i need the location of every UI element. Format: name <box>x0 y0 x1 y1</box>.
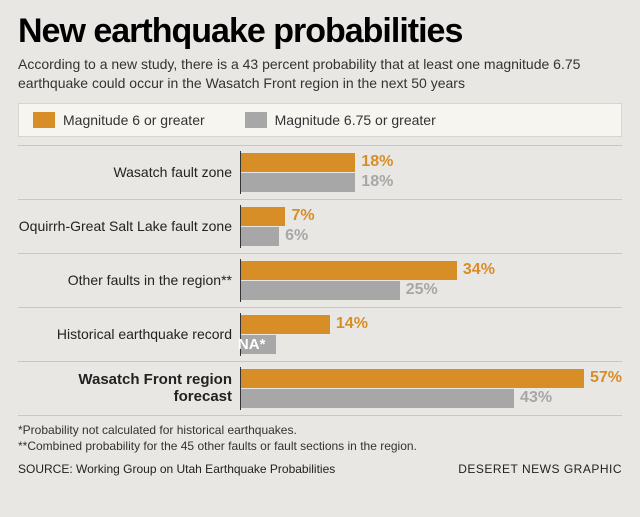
source-line: SOURCE: Working Group on Utah Earthquake… <box>18 462 622 476</box>
bar-value-label: 14% <box>336 315 368 333</box>
bar-value-label: 18% <box>361 153 393 171</box>
bar-wrap: 6% <box>241 227 622 246</box>
bar-value-label: 6% <box>285 227 308 245</box>
page-title: New earthquake probabilities <box>18 12 622 51</box>
bar-mag675 <box>241 173 355 192</box>
bar-mag675 <box>241 227 279 246</box>
row-bars: 18%18% <box>240 151 622 194</box>
bar-value-label: 7% <box>291 207 314 225</box>
chart-row: Wasatch fault zone18%18% <box>18 145 622 199</box>
row-label: Wasatch Front region forecast <box>18 371 240 405</box>
bar-wrap: 57% <box>241 369 622 388</box>
bar-mag675 <box>241 389 514 408</box>
bar-value-label: 57% <box>590 369 622 387</box>
row-bars: 34% 25% <box>240 259 622 302</box>
bar-wrap: NA* <box>241 335 622 354</box>
bar-wrap: 7% <box>241 207 622 226</box>
bar-value-label: 18% <box>361 173 393 191</box>
bar-wrap: 43% <box>241 389 622 408</box>
subtitle: According to a new study, there is a 43 … <box>18 55 622 93</box>
bar-wrap: 18% <box>241 173 622 192</box>
bar-mag6 <box>241 261 457 280</box>
legend-item-a: Magnitude 6 or greater <box>33 112 205 128</box>
legend: Magnitude 6 or greater Magnitude 6.75 or… <box>18 103 622 137</box>
row-label: Oquirrh-Great Salt Lake fault zone <box>18 218 240 234</box>
footnotes: *Probability not calculated for historic… <box>18 422 622 454</box>
legend-label-a: Magnitude 6 or greater <box>63 112 205 128</box>
legend-label-b: Magnitude 6.75 or greater <box>275 112 436 128</box>
legend-item-b: Magnitude 6.75 or greater <box>245 112 436 128</box>
bar-mag6 <box>241 207 285 226</box>
row-label: Other faults in the region** <box>18 272 240 288</box>
credit-text: DESERET NEWS GRAPHIC <box>458 462 622 476</box>
bar-mag6 <box>241 153 355 172</box>
row-label: Wasatch fault zone <box>18 164 240 180</box>
bar-wrap: 34% <box>241 261 622 280</box>
footnote-1: *Probability not calculated for historic… <box>18 422 622 438</box>
chart-row: Historical earthquake record 14% NA* <box>18 307 622 361</box>
bar-wrap: 25% <box>241 281 622 300</box>
bar-mag675 <box>241 281 400 300</box>
bar-mag6 <box>241 369 584 388</box>
row-bars: 7%6% <box>240 205 622 248</box>
legend-swatch-a <box>33 112 55 128</box>
row-label: Historical earthquake record <box>18 326 240 342</box>
bar-value-label: NA* <box>238 336 266 353</box>
bar-mag6 <box>241 315 330 334</box>
chart-row: Other faults in the region** 34% 25% <box>18 253 622 307</box>
row-bars: 14% NA* <box>240 313 622 356</box>
bar-value-label: 43% <box>520 389 552 407</box>
bar-value-label: 34% <box>463 261 495 279</box>
chart-row: Oquirrh-Great Salt Lake fault zone7%6% <box>18 199 622 253</box>
source-text: SOURCE: Working Group on Utah Earthquake… <box>18 462 335 476</box>
footnote-2: **Combined probability for the 45 other … <box>18 438 622 454</box>
chart-row: Wasatch Front region forecast 57% 43% <box>18 361 622 416</box>
bar-wrap: 18% <box>241 153 622 172</box>
bar-value-label: 25% <box>406 281 438 299</box>
bar-chart: Wasatch fault zone18%18%Oquirrh-Great Sa… <box>18 145 622 416</box>
legend-swatch-b <box>245 112 267 128</box>
row-bars: 57% 43% <box>240 367 622 410</box>
bar-wrap: 14% <box>241 315 622 334</box>
